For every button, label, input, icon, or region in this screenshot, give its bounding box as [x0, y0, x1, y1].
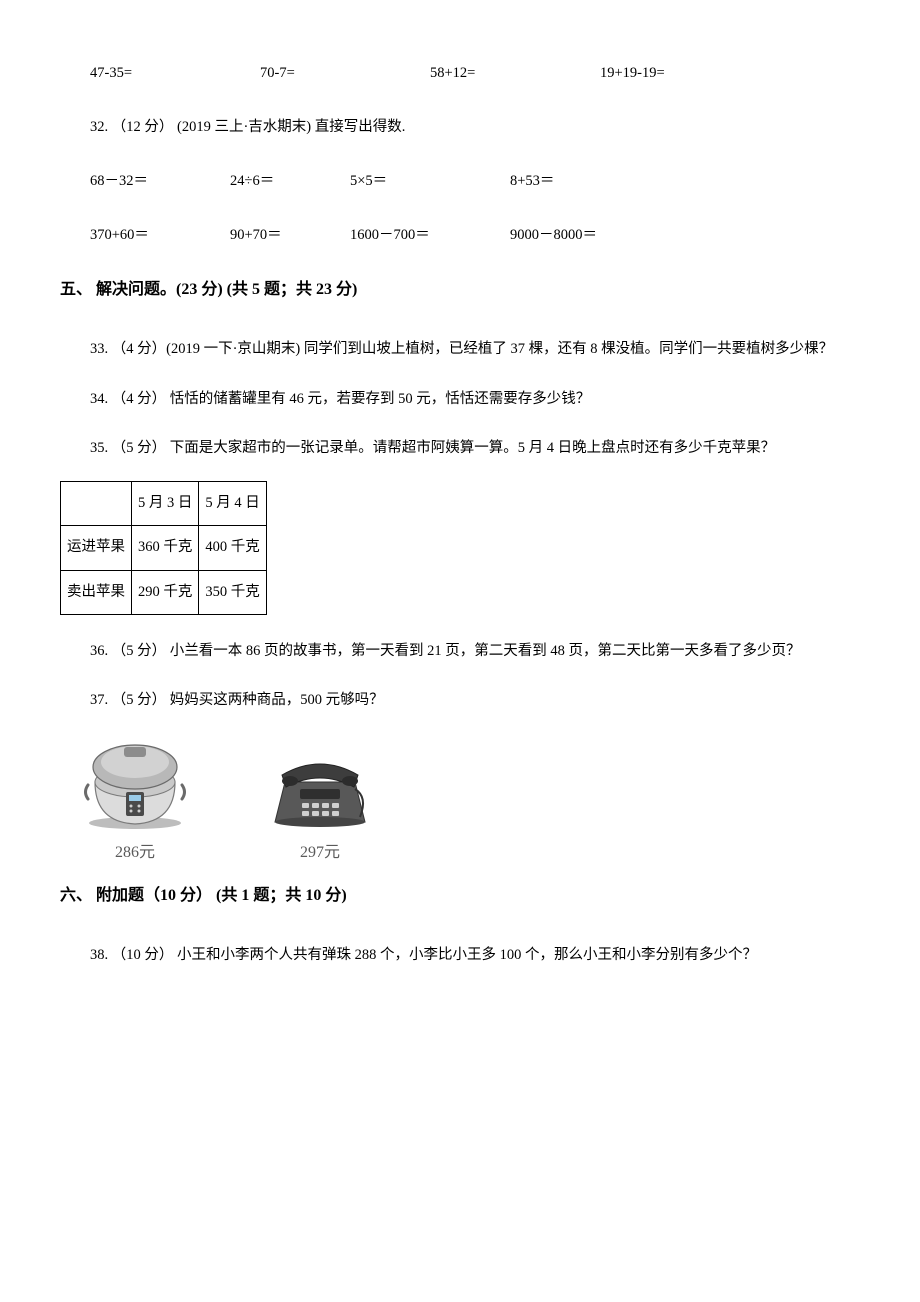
table-cell: 5 月 3 日	[132, 482, 199, 526]
products-row: 286元 297元	[80, 737, 860, 862]
equation: 8+53＝	[510, 168, 630, 194]
q38-text: 38. （10 分） 小王和小李两个人共有弹珠 288 个，小李比小王多 100…	[60, 939, 860, 972]
table-cell: 400 千克	[199, 526, 266, 570]
product-1-price: 286元	[115, 838, 155, 862]
table-cell: 290 千克	[132, 570, 199, 614]
product-rice-cooker: 286元	[80, 737, 190, 862]
section-5-title: 五、 解决问题。(23 分) (共 5 题；共 23 分)	[60, 276, 860, 305]
q37-text: 37. （5 分） 妈妈买这两种商品，500 元够吗？	[60, 684, 860, 717]
equation: 90+70＝	[230, 222, 350, 248]
q32-row-2: 370+60＝ 90+70＝ 1600－700＝ 9000－8000＝	[90, 222, 860, 248]
q32-row-1: 68－32＝ 24÷6＝ 5×5＝ 8+53＝	[90, 168, 860, 194]
equation: 5×5＝	[350, 168, 510, 194]
equation: 19+19-19=	[600, 60, 740, 86]
rice-cooker-icon	[80, 737, 190, 832]
table-cell: 5 月 4 日	[199, 482, 266, 526]
equation: 68－32＝	[90, 168, 230, 194]
table-row: 运进苹果 360 千克 400 千克	[61, 526, 267, 570]
product-2-price: 297元	[300, 838, 340, 862]
equation-row-top: 47-35= 70-7= 58+12= 19+19-19=	[90, 60, 860, 86]
q35-text: 35. （5 分） 下面是大家超市的一张记录单。请帮超市阿姨算一算。5 月 4 …	[60, 432, 860, 465]
q33-text: 33. （4 分）(2019 一下·京山期末) 同学们到山坡上植树，已经植了 3…	[60, 333, 860, 366]
table-row: 卖出苹果 290 千克 350 千克	[61, 570, 267, 614]
equation: 47-35=	[90, 60, 260, 86]
table-cell: 350 千克	[199, 570, 266, 614]
equation: 370+60＝	[90, 222, 230, 248]
telephone-icon	[270, 747, 370, 832]
q35-table: 5 月 3 日 5 月 4 日 运进苹果 360 千克 400 千克 卖出苹果 …	[60, 481, 267, 615]
q32-header: 32. （12 分） (2019 三上·吉水期末) 直接写出得数.	[90, 114, 860, 140]
equation: 1600－700＝	[350, 222, 510, 248]
table-cell	[61, 482, 132, 526]
product-telephone: 297元	[270, 747, 370, 862]
equation: 9000－8000＝	[510, 222, 670, 248]
q34-text: 34. （4 分） 恬恬的储蓄罐里有 46 元，若要存到 50 元，恬恬还需要存…	[60, 383, 860, 416]
q36-text: 36. （5 分） 小兰看一本 86 页的故事书，第一天看到 21 页，第二天看…	[60, 635, 860, 668]
table-cell: 运进苹果	[61, 526, 132, 570]
section-6-title: 六、 附加题（10 分） (共 1 题；共 10 分)	[60, 882, 860, 911]
equation: 70-7=	[260, 60, 430, 86]
table-row: 5 月 3 日 5 月 4 日	[61, 482, 267, 526]
equation: 58+12=	[430, 60, 600, 86]
q33-body: 33. （4 分）(2019 一下·京山期末) 同学们到山坡上植树，已经植了 3…	[90, 341, 833, 357]
equation: 24÷6＝	[230, 168, 350, 194]
table-cell: 360 千克	[132, 526, 199, 570]
table-cell: 卖出苹果	[61, 570, 132, 614]
